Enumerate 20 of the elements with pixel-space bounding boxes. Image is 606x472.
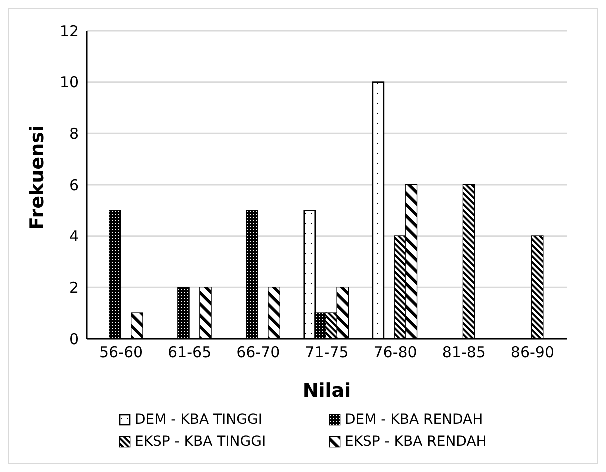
x-tick-label: 76-80	[374, 344, 418, 362]
x-tick-label: 81-85	[442, 344, 486, 362]
legend-label: EKSP - KBA TINGGI	[135, 433, 266, 452]
y-tick-label: 0	[69, 330, 79, 348]
y-tick-label: 2	[69, 278, 79, 297]
x-axis-title: Nilai	[302, 380, 352, 402]
y-tick-label: 8	[69, 124, 79, 143]
y-axis-title: Frekuensi	[26, 126, 49, 230]
x-tick-label: 61-65	[168, 344, 212, 362]
y-tick-label: 6	[69, 176, 79, 194]
y-tick-label: 10	[60, 74, 79, 92]
legend-label: DEM - KBA TINGGI	[135, 411, 262, 430]
x-tick-label: 56-60	[99, 344, 144, 362]
y-tick-label: 4	[69, 228, 79, 246]
x-tick-label: 86-90	[510, 344, 555, 362]
legend-label: DEM - KBA RENDAH	[345, 411, 484, 430]
x-tick-label: 66-70	[236, 344, 280, 362]
x-tick-label: 71-75	[305, 344, 349, 362]
legend-label: EKSP - KBA RENDAH	[345, 433, 487, 452]
y-tick-label: 12	[60, 22, 79, 40]
